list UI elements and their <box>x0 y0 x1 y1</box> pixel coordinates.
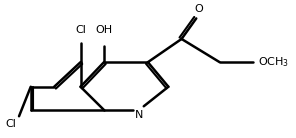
Text: O: O <box>195 4 204 14</box>
Text: OCH$_3$: OCH$_3$ <box>258 55 289 69</box>
Text: Cl: Cl <box>5 119 16 129</box>
Text: Cl: Cl <box>75 25 86 35</box>
Text: N: N <box>135 110 143 120</box>
Text: OH: OH <box>95 25 112 35</box>
